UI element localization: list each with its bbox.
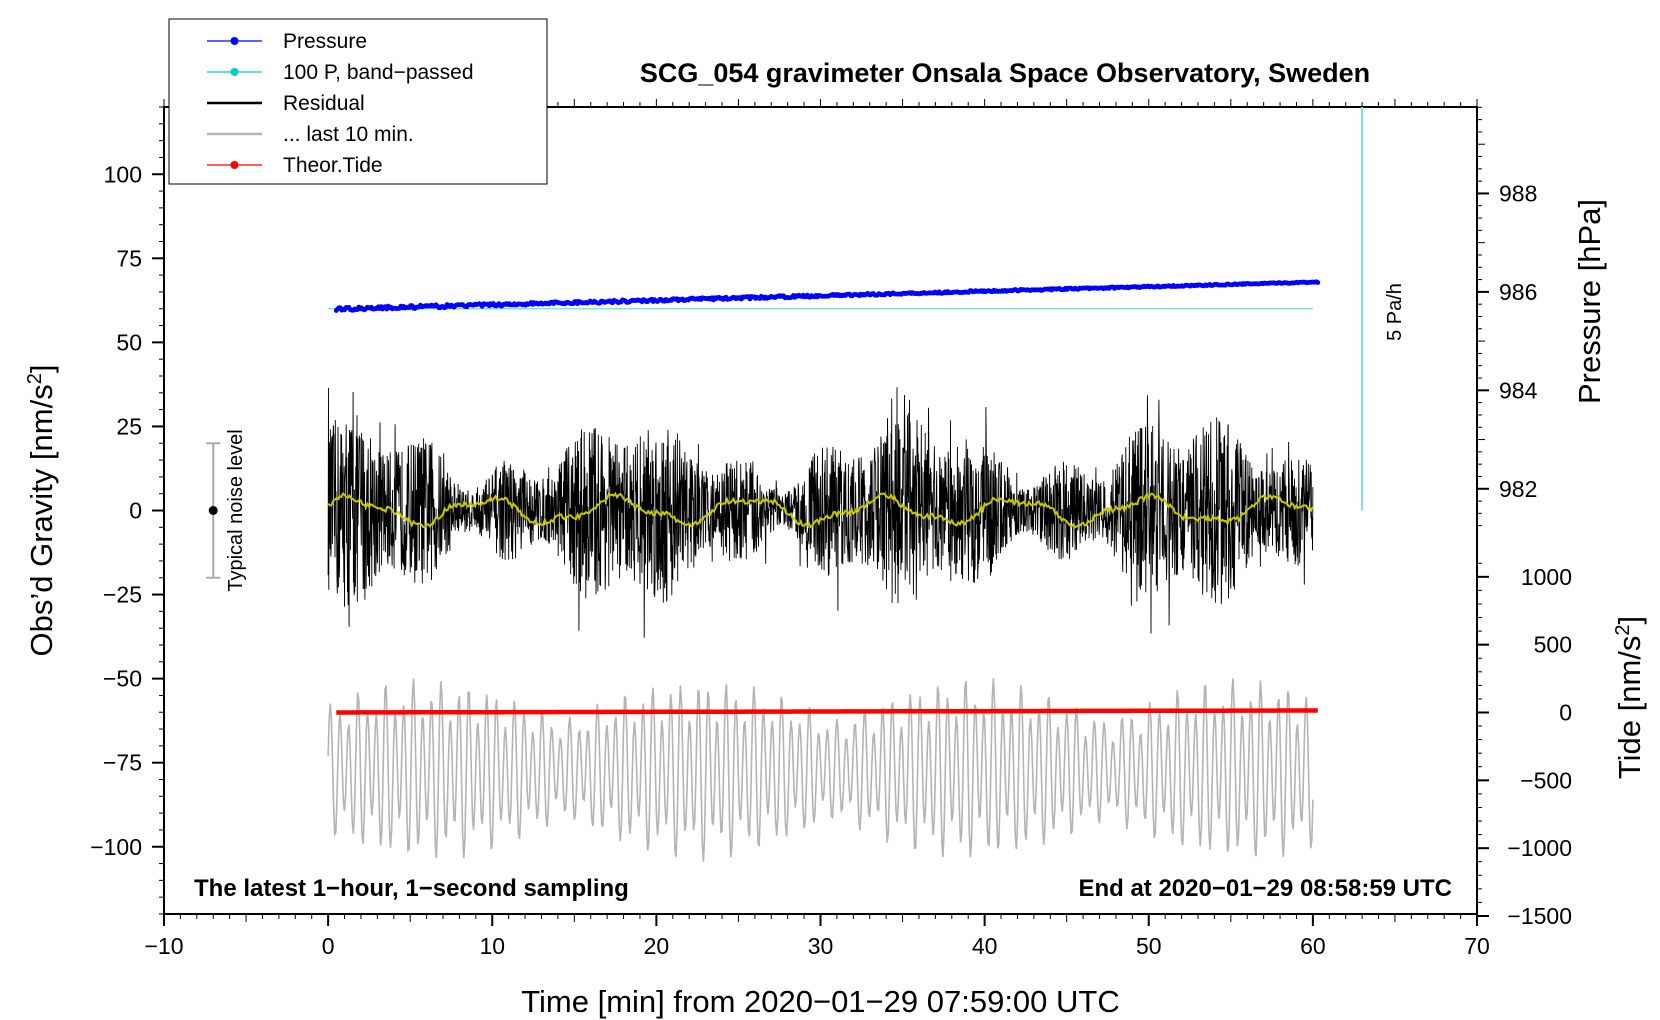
last-10-min-line [327, 678, 1314, 862]
x-axis-label: Time [min] from 2020−01−29 07:59:00 UTC [521, 984, 1120, 1019]
rate-label: 5 Pa/h [1384, 283, 1406, 341]
gravity-axis-label-main: Obs’d Gravity [nm/s [24, 384, 59, 656]
noise-bar-center [208, 506, 218, 515]
x-tick-label: 10 [479, 933, 505, 959]
x-tick-label: 30 [808, 933, 834, 959]
tide-axis-label: Tide [nm/s2] [1612, 616, 1647, 779]
legend-label: 100 P, band−passed [283, 61, 474, 84]
x-tick-label: 50 [1136, 933, 1162, 959]
x-tick-label: 70 [1464, 933, 1490, 959]
gravity-tick-label: 100 [104, 161, 142, 187]
gravity-tick-label: 0 [129, 498, 142, 524]
tide-tick-label: −1000 [1507, 835, 1572, 861]
gravity-tick-label: −100 [90, 834, 142, 860]
residual-line [327, 387, 1314, 638]
gravity-axis-label-end: ] [24, 365, 59, 374]
gravity-axis-label: Obs’d Gravity [nm/s2] [24, 365, 59, 657]
legend-swatch-marker [230, 68, 239, 76]
pressure-tick-label: 988 [1499, 180, 1537, 206]
noise-level-label: Typical noise level [225, 429, 247, 591]
tide-tick-label: 0 [1559, 700, 1572, 726]
gravity-axis-label-sup: 2 [24, 373, 46, 384]
tide-axis-label-end: ] [1612, 616, 1647, 625]
gravity-tick-label: 50 [116, 329, 142, 355]
x-tick-label: −10 [144, 933, 183, 959]
x-tick-label: 0 [322, 933, 335, 959]
legend: Pressure 100 P, band−passed Residual ... la… [168, 18, 548, 185]
gravity-tick-label: 25 [116, 413, 142, 439]
pressure-series [333, 279, 1321, 313]
sampling-annotation: The latest 1−hour, 1−second sampling [194, 875, 629, 902]
pressure-tick-label: 986 [1499, 279, 1537, 305]
legend-items: Pressure 100 P, band−passed Residual ... la… [207, 30, 474, 177]
legend-label: ... last 10 min. [283, 123, 414, 146]
pressure-tick-label: 982 [1499, 476, 1537, 502]
legend-swatch-marker [230, 37, 239, 45]
x-tick-label: 20 [644, 933, 670, 959]
legend-box [168, 18, 548, 185]
tide-tick-label: 500 [1534, 632, 1572, 658]
pressure-axis-label: Pressure [hPa] [1572, 199, 1607, 404]
noise-level-indicator [206, 442, 221, 579]
gravity-tick-label: −75 [103, 750, 142, 776]
tide-tick-label: −500 [1520, 767, 1572, 793]
series-layer [327, 279, 1321, 862]
x-tick-label: 60 [1300, 933, 1326, 959]
tide-series [336, 708, 1318, 715]
legend-label: Residual [283, 92, 365, 115]
tide-tick-label: 1000 [1521, 564, 1572, 590]
tide-axis-label-main: Tide [nm/s [1612, 636, 1647, 780]
pressure-tick-label: 984 [1499, 377, 1538, 403]
legend-swatch-marker [230, 161, 239, 169]
tide-tick-label: −1500 [1507, 903, 1572, 929]
gravity-tick-label: −50 [103, 666, 142, 692]
residual-smoothed-line [327, 491, 1314, 529]
tide-line [336, 708, 1318, 715]
end-time-annotation: End at 2020−01−29 08:58:59 UTC [1078, 875, 1452, 902]
x-tick-label: 40 [972, 933, 998, 959]
gravity-tick-label: −25 [103, 582, 142, 608]
tide-axis-label-sup: 2 [1612, 624, 1634, 635]
chart-title: SCG_054 gravimeter Onsala Space Observat… [640, 58, 1370, 88]
gravity-tick-label: 75 [116, 245, 142, 271]
pressure-point [1315, 280, 1321, 285]
legend-label: Theor.Tide [283, 154, 383, 177]
legend-label: Pressure [283, 30, 367, 53]
